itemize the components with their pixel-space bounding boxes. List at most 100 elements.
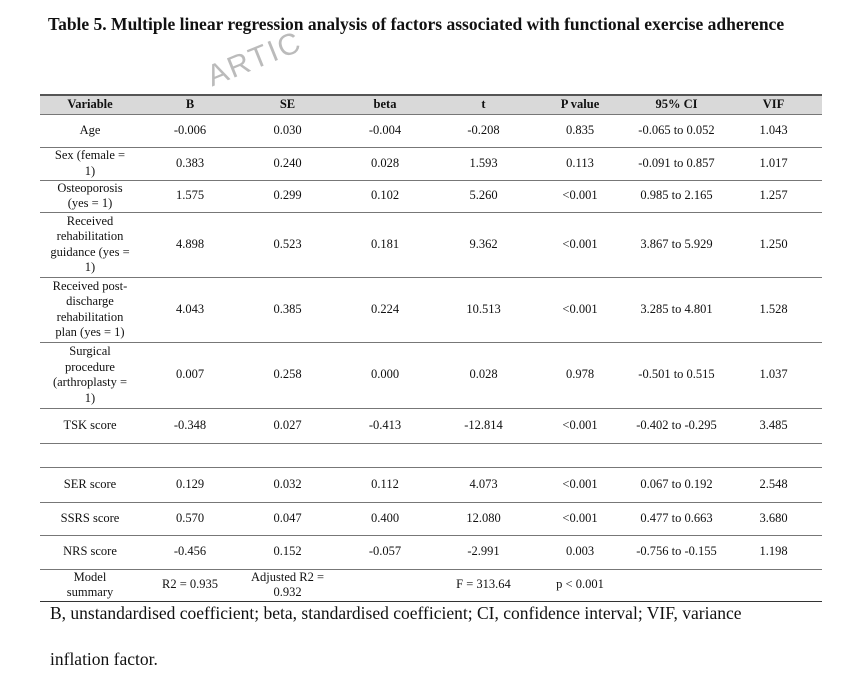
value-cell: 1.198 — [725, 535, 822, 570]
table-row: NRS score -0.456 0.152 -0.057 -2.991 0.003 -0.… — [40, 535, 822, 570]
value-cell: <0.001 — [532, 408, 628, 444]
value-cell: -2.991 — [435, 535, 532, 570]
header-row: Variable B SE beta t P value 95% CI VIF — [40, 94, 822, 115]
value-cell: 1.250 — [725, 212, 822, 278]
value-cell: 0.385 — [240, 277, 335, 343]
value-cell: 3.867 to 5.929 — [628, 212, 725, 278]
value-cell: 0.477 to 0.663 — [628, 502, 725, 536]
empty-cell — [725, 569, 822, 602]
variable-cell: Age — [40, 114, 140, 148]
value-cell: 1.528 — [725, 277, 822, 343]
header-cell: SE — [240, 94, 335, 115]
empty-cell — [628, 569, 725, 602]
summary-cell: p < 0.001 — [532, 569, 628, 602]
value-cell: 1.257 — [725, 180, 822, 213]
model-summary-row: Model summary R2 = 0.935 Adjusted R2 = 0.9… — [40, 569, 822, 602]
header-cell: VIF — [725, 94, 822, 115]
value-cell: 0.032 — [240, 467, 335, 503]
value-cell: <0.001 — [532, 467, 628, 503]
header-cell: beta — [335, 94, 435, 115]
value-cell: -0.348 — [140, 408, 240, 444]
variable-cell: SER score — [40, 467, 140, 503]
table-title: Table 5. Multiple linear regression anal… — [48, 14, 785, 34]
empty-cell — [335, 443, 435, 468]
empty-cell — [628, 443, 725, 468]
value-cell: 10.513 — [435, 277, 532, 343]
value-cell: 2.548 — [725, 467, 822, 503]
value-cell: 3.485 — [725, 408, 822, 444]
value-cell: 0.030 — [240, 114, 335, 148]
value-cell: 0.027 — [240, 408, 335, 444]
value-cell: 0.523 — [240, 212, 335, 278]
value-cell: 0.047 — [240, 502, 335, 536]
value-cell: 0.102 — [335, 180, 435, 213]
value-cell: 0.240 — [240, 147, 335, 181]
value-cell: <0.001 — [532, 180, 628, 213]
summary-cell: F = 313.64 — [435, 569, 532, 602]
summary-cell: R2 = 0.935 — [140, 569, 240, 602]
value-cell: 0.112 — [335, 467, 435, 503]
value-cell: 0.067 to 0.192 — [628, 467, 725, 503]
value-cell: 1.017 — [725, 147, 822, 181]
value-cell: 1.575 — [140, 180, 240, 213]
value-cell: 4.898 — [140, 212, 240, 278]
value-cell: -0.456 — [140, 535, 240, 570]
value-cell: 1.043 — [725, 114, 822, 148]
value-cell: 0.985 to 2.165 — [628, 180, 725, 213]
table-row: Age -0.006 0.030 -0.004 -0.208 0.835 -0.065 to… — [40, 114, 822, 148]
empty-cell — [240, 443, 335, 468]
value-cell: 0.978 — [532, 342, 628, 409]
value-cell: 1.593 — [435, 147, 532, 181]
header-cell: Variable — [40, 94, 140, 115]
value-cell: 0.028 — [335, 147, 435, 181]
table-row: SSRS score 0.570 0.047 0.400 12.080 <0.001 0.4… — [40, 502, 822, 536]
value-cell: 0.835 — [532, 114, 628, 148]
table-row: SER score 0.129 0.032 0.112 4.073 <0.001 0.067… — [40, 467, 822, 503]
value-cell: <0.001 — [532, 502, 628, 536]
variable-cell: Received post-discharge rehabilitation p… — [40, 277, 140, 343]
variable-cell: SSRS score — [40, 502, 140, 536]
value-cell: 5.260 — [435, 180, 532, 213]
value-cell: 0.000 — [335, 342, 435, 409]
variable-cell: Sex (female = 1) — [40, 147, 140, 181]
variable-cell: Received rehabilitation guidance (yes = … — [40, 212, 140, 278]
summary-cell: Model summary — [40, 569, 140, 602]
variable-cell: NRS score — [40, 535, 140, 570]
regression-table: Variable B SE beta t P value 95% CI VIF Age -0.0… — [40, 94, 822, 602]
value-cell: 0.299 — [240, 180, 335, 213]
value-cell: -0.004 — [335, 114, 435, 148]
table-row: Received rehabilitation guidance (yes = … — [40, 212, 822, 278]
value-cell: -0.501 to 0.515 — [628, 342, 725, 409]
value-cell: -0.413 — [335, 408, 435, 444]
table-row: Sex (female = 1) 0.383 0.240 0.028 1.593 0.11… — [40, 147, 822, 181]
value-cell: 0.224 — [335, 277, 435, 343]
value-cell: -0.057 — [335, 535, 435, 570]
value-cell: 3.285 to 4.801 — [628, 277, 725, 343]
value-cell: -0.756 to -0.155 — [628, 535, 725, 570]
value-cell: -12.814 — [435, 408, 532, 444]
value-cell: 0.129 — [140, 467, 240, 503]
variable-cell: Osteoporosis (yes = 1) — [40, 180, 140, 213]
header-cell: P value — [532, 94, 628, 115]
value-cell: -0.208 — [435, 114, 532, 148]
empty-cell — [140, 443, 240, 468]
summary-cell: Adjusted R2 = 0.932 — [240, 569, 335, 602]
value-cell: 1.037 — [725, 342, 822, 409]
value-cell: 4.043 — [140, 277, 240, 343]
value-cell: 0.152 — [240, 535, 335, 570]
value-cell: -0.402 to -0.295 — [628, 408, 725, 444]
header-cell: 95% CI — [628, 94, 725, 115]
value-cell: 0.003 — [532, 535, 628, 570]
spacer-row — [40, 443, 822, 468]
table-row: Osteoporosis (yes = 1) 1.575 0.299 0.102 5.2… — [40, 180, 822, 213]
table-row: Surgical procedure (arthroplasty = 1) 0.0… — [40, 342, 822, 409]
value-cell: -0.006 — [140, 114, 240, 148]
value-cell: 12.080 — [435, 502, 532, 536]
variable-cell: Surgical procedure (arthroplasty = 1) — [40, 342, 140, 409]
value-cell: 9.362 — [435, 212, 532, 278]
value-cell: 0.258 — [240, 342, 335, 409]
value-cell: 0.570 — [140, 502, 240, 536]
value-cell: 0.028 — [435, 342, 532, 409]
value-cell: -0.091 to 0.857 — [628, 147, 725, 181]
